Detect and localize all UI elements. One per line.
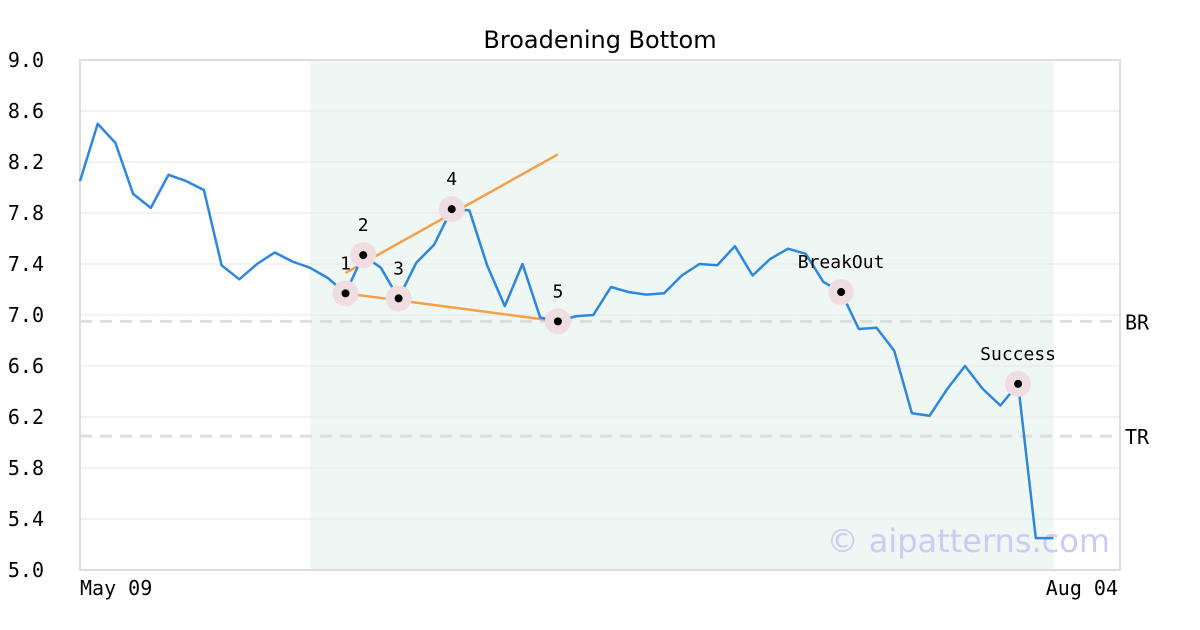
pivot-1: 1 xyxy=(332,253,359,307)
chart-title: Broadening Bottom xyxy=(483,26,716,54)
y-tick-label: 7.8 xyxy=(8,201,44,225)
y-tick-label: 9.0 xyxy=(8,48,44,72)
pivot-label: Success xyxy=(980,344,1056,365)
reference-label-br: BR xyxy=(1125,310,1150,334)
y-tick-label: 5.0 xyxy=(8,558,44,582)
pivot-dot xyxy=(1014,379,1023,388)
reference-label-tr: TR xyxy=(1125,425,1150,449)
pivot-dot xyxy=(447,205,456,214)
y-tick-label: 8.6 xyxy=(8,99,44,123)
trendline xyxy=(345,292,559,323)
pivot-markers: 12 3 4 5 BreakOut Success xyxy=(332,169,1056,397)
pivot-dot xyxy=(359,251,368,260)
y-tick-label: 7.0 xyxy=(8,303,44,327)
reference-lines: BR TR xyxy=(80,310,1150,449)
pivot-4: 4 xyxy=(438,169,465,223)
pivot-dot xyxy=(553,317,562,326)
x-tick-label: May 09 xyxy=(80,576,152,600)
pivot-label: 5 xyxy=(552,281,563,302)
y-tick-label: 8.2 xyxy=(8,150,44,174)
watermark: © aipatterns.com xyxy=(827,522,1110,560)
pivot-3: 3 xyxy=(385,258,412,312)
pivot-label: 4 xyxy=(446,169,457,190)
pivot-5: 5 xyxy=(544,281,571,335)
pivot-breakout: BreakOut xyxy=(798,252,885,306)
pivot-label: 2 xyxy=(358,215,369,236)
pivot-dot xyxy=(837,288,846,297)
y-tick-label: 6.2 xyxy=(8,405,44,429)
plot-frame xyxy=(79,59,1121,571)
pivot-success: Success xyxy=(980,344,1056,397)
x-axis-ticks: May 09 Aug 04 xyxy=(80,576,1118,600)
pivot-label: 1 xyxy=(340,253,351,274)
pivot-label: 3 xyxy=(393,258,404,279)
pivot-dot xyxy=(394,294,403,303)
y-tick-label: 5.8 xyxy=(8,456,44,480)
y-tick-label: 5.4 xyxy=(8,507,44,531)
y-tick-label: 7.4 xyxy=(8,252,44,276)
pivot-2: 2 xyxy=(350,215,377,269)
pivot-label: BreakOut xyxy=(798,252,885,273)
y-axis-ticks: 9.0 8.6 8.2 7.8 7.4 7.0 6.6 6.2 5.8 5.4 5.0 xyxy=(8,48,44,582)
y-tick-label: 6.6 xyxy=(8,354,44,378)
x-tick-label: Aug 04 xyxy=(1046,576,1118,600)
pivot-dot xyxy=(341,289,350,298)
